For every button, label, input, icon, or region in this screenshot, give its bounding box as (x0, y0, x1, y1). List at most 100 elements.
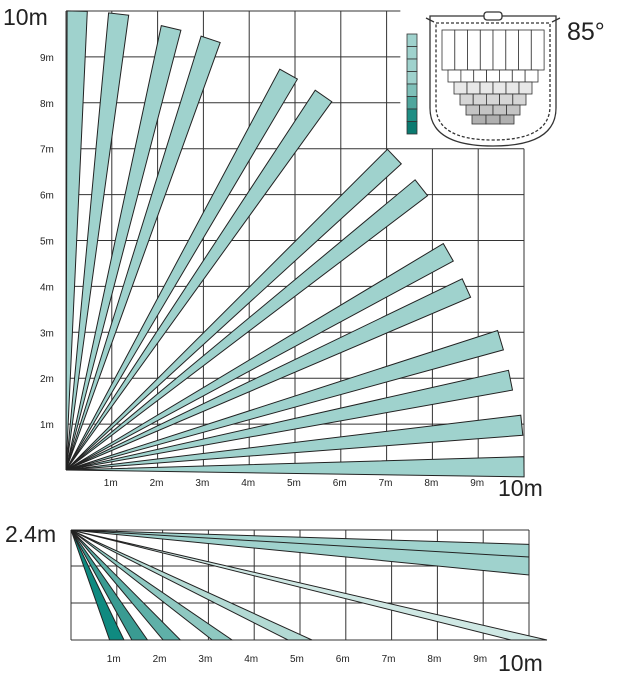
top-view-beam (65, 10, 88, 471)
x-tick-label: 7m (379, 478, 393, 489)
lens-zone (492, 104, 507, 116)
top-view-beam (65, 456, 525, 478)
lens-zone (498, 69, 513, 83)
lens-zone (441, 29, 456, 71)
x-tick-label: 3m (198, 654, 212, 665)
lens-zone (453, 81, 468, 95)
detector-led-window (483, 11, 503, 21)
detector-lens-diagram: 85° (406, 11, 605, 147)
side-view-beams (70, 529, 548, 641)
y-tick-label: 5m (40, 237, 54, 248)
top-view-coverage: 1m 2m 3m 4m 5m 6m 7m 8m 9m 1m 2m 3m 4m 5m 6m 7m 8m 9m 10… (3, 4, 543, 501)
lens-zone (505, 29, 519, 71)
x-tick-label: 7m (382, 654, 396, 665)
x-tick-label: 1m (107, 654, 121, 665)
lens-zone (479, 29, 494, 71)
x-tick-label: 8m (427, 654, 441, 665)
y-tick-label: 2m (40, 374, 54, 385)
lens-zone (454, 29, 468, 71)
legend-swatch (406, 46, 418, 60)
x-tick-label: 6m (333, 478, 347, 489)
top-view-beam (65, 24, 182, 471)
x-tick-label: 2m (150, 478, 164, 489)
top-view-beam (65, 89, 333, 471)
top-view-corner-label: 10m (3, 4, 48, 30)
top-view-beam (65, 179, 429, 471)
side-view-x-end-label: 10m (498, 650, 543, 676)
lens-zone (492, 81, 507, 95)
lens-zone (471, 114, 487, 125)
legend-swatch (406, 71, 418, 85)
lens-zone (492, 29, 507, 71)
x-tick-label: 6m (336, 654, 350, 665)
side-view-beam (70, 529, 149, 641)
lens-zone (447, 69, 462, 83)
x-tick-label: 3m (195, 478, 209, 489)
zone-color-legend (406, 33, 418, 135)
y-tick-label: 9m (40, 53, 54, 64)
top-view-beam (65, 369, 514, 471)
top-view-x-end-label: 10m (498, 475, 543, 501)
top-view-beam (65, 278, 472, 471)
y-tick-label: 7m (40, 145, 54, 156)
top-view-beam (65, 148, 403, 471)
lens-zone (486, 69, 500, 83)
legend-swatch (406, 83, 418, 97)
y-tick-label: 6m (40, 191, 54, 202)
legend-swatch (406, 108, 418, 122)
coverage-angle-label: 85° (567, 18, 605, 46)
detector-inner-outline (435, 22, 551, 141)
top-view-x-ticks: 1m 2m 3m 4m 5m 6m 7m 8m 9m (104, 478, 484, 489)
y-tick-label: 1m (40, 420, 54, 431)
lens-zone (505, 81, 520, 95)
lens-zone (472, 93, 487, 106)
x-tick-label: 4m (241, 478, 255, 489)
side-view-beam (70, 529, 548, 641)
top-view-beam (65, 12, 130, 471)
lens-zone (530, 29, 545, 71)
side-view-beam (70, 529, 234, 641)
lens-zone (473, 69, 488, 83)
lens-zone (465, 104, 480, 116)
top-view-beam (65, 414, 524, 471)
lens-zone (485, 114, 501, 125)
lens-zone (479, 81, 494, 95)
x-tick-label: 2m (153, 654, 167, 665)
side-view-x-ticks: 1m 2m 3m 4m 5m 6m 7m 8m 9m (107, 654, 487, 665)
side-view-height-label: 2.4m (5, 521, 56, 547)
lens-zone (459, 93, 474, 106)
x-tick-label: 5m (290, 654, 304, 665)
lens-zone (518, 29, 532, 71)
lens-zone (511, 69, 526, 83)
lens-zone (518, 81, 533, 95)
side-view-upper-beam (70, 529, 530, 576)
lens-zone (485, 93, 500, 106)
side-view-beam (70, 529, 125, 641)
lens-zone (460, 69, 475, 83)
x-tick-label: 1m (104, 478, 118, 489)
top-view-y-ticks: 1m 2m 3m 4m 5m 6m 7m 8m 9m (40, 53, 54, 431)
x-tick-label: 4m (244, 654, 258, 665)
x-tick-label: 5m (287, 478, 301, 489)
detector-mount-tabs (425, 17, 561, 23)
lens-zone (499, 93, 514, 106)
top-view-beam (65, 242, 454, 471)
side-view-coverage: 1m 2m 3m 4m 5m 6m 7m 8m 9m 2.4m 10m (5, 521, 548, 676)
top-view-beam (65, 68, 299, 471)
x-tick-label: 9m (470, 478, 484, 489)
side-view-beam (70, 529, 182, 641)
side-view-beam (70, 529, 313, 641)
y-tick-label: 3m (40, 328, 54, 339)
x-tick-label: 9m (473, 654, 487, 665)
legend-swatch (406, 121, 418, 135)
y-tick-label: 8m (40, 99, 54, 110)
legend-swatch (406, 33, 418, 47)
top-view-beam (65, 35, 221, 471)
lens-zone (524, 69, 539, 83)
lens-zone (499, 114, 515, 125)
top-view-beams (65, 10, 525, 478)
lens-zone (467, 29, 481, 71)
lens-zone (466, 81, 481, 95)
legend-swatch (406, 96, 418, 110)
